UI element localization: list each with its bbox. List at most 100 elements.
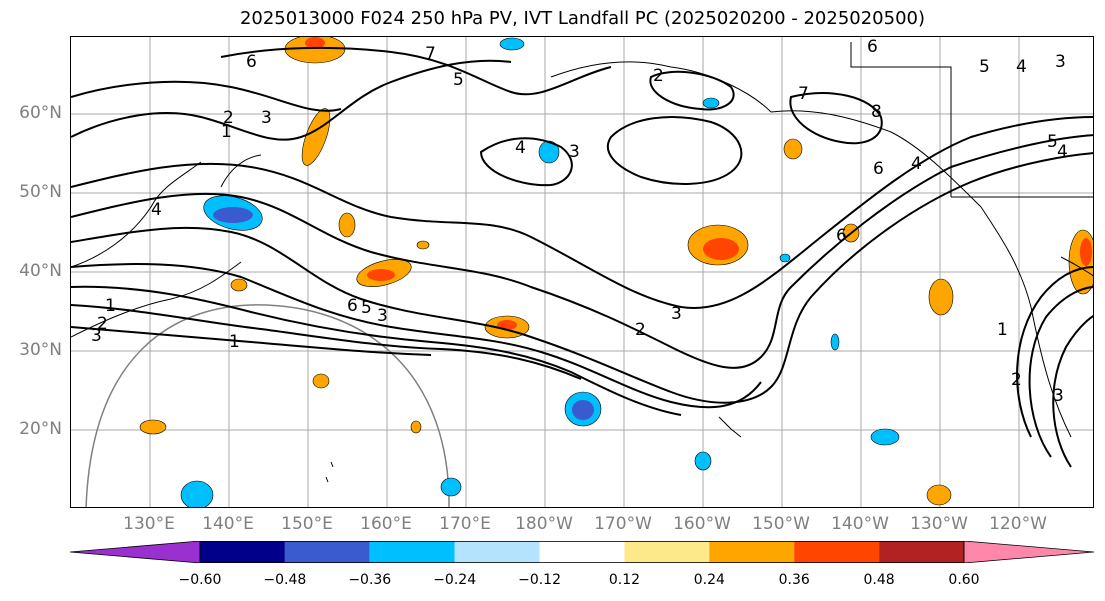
contour-label: 2 <box>97 314 108 334</box>
contour-label: 4 <box>151 200 162 220</box>
colorbar-segment <box>709 541 795 563</box>
contour-label: 6 <box>867 37 878 57</box>
contour-label: 3 <box>1053 386 1064 406</box>
contour-label: 6 <box>347 296 358 316</box>
pv-blob <box>1080 238 1092 266</box>
lon-label: 170°W <box>594 514 652 534</box>
contour-label: 4 <box>1016 57 1027 77</box>
pv-blob <box>926 484 952 506</box>
map-canvas: 6 7 5 2 3 1 4 3 2 7 6 8 5 4 3 6 6 4 5 4 … <box>71 37 1093 507</box>
lon-label: 180°W <box>515 514 573 534</box>
colorbar-segment <box>284 541 370 563</box>
contour-label: 3 <box>91 326 102 346</box>
pv-blob <box>694 451 712 471</box>
colorbar-segment <box>369 541 455 563</box>
pv-contours <box>71 46 1093 468</box>
contour-label: 5 <box>453 70 464 90</box>
pv-blob <box>499 37 525 51</box>
lon-label: 160°W <box>673 514 731 534</box>
colorbar-tick-label: −0.48 <box>263 572 307 588</box>
pv-blob <box>312 373 330 389</box>
colorbar-tick-label: −0.36 <box>348 572 392 588</box>
pv-blob <box>1068 229 1093 295</box>
lat-label: 30°N <box>19 340 62 360</box>
contour-label: 1 <box>997 320 1008 340</box>
colorbar-tick-label: 0.48 <box>863 572 895 588</box>
pv-blob <box>928 278 954 316</box>
pv-blob <box>830 333 840 351</box>
contour-label: 7 <box>798 84 809 104</box>
pv-anomaly-shading <box>139 37 1093 507</box>
contour-label-group: 6 7 5 2 3 1 4 3 2 7 6 8 5 4 3 6 6 4 5 4 … <box>91 37 1068 406</box>
colorbar-segment <box>794 541 880 563</box>
contour-label: 7 <box>425 44 436 64</box>
pv-blob <box>703 238 739 260</box>
pv-blob <box>870 428 900 446</box>
colorbar-segment <box>879 541 964 563</box>
pv-blob <box>180 480 214 507</box>
lon-label: 140°W <box>831 514 889 534</box>
lat-label: 40°N <box>19 261 62 281</box>
contour-label: 2 <box>653 66 664 86</box>
pv-blob <box>497 320 517 330</box>
contour-label: 3 <box>1055 52 1066 72</box>
pv-blob <box>416 240 430 250</box>
contour-label: 6 <box>246 52 257 72</box>
colorbar-extend-min <box>70 541 201 563</box>
colorbar-tick-label: 0.36 <box>778 572 810 588</box>
colorbar-tick-label: 0.24 <box>693 572 725 588</box>
contour-label: 2 <box>1011 370 1022 390</box>
colorbar-outline <box>199 541 965 563</box>
colorbar-segment <box>624 541 710 563</box>
lon-label: 160°E <box>360 514 412 534</box>
colorbar-tick-label: −0.12 <box>518 572 561 588</box>
contour-label: 1 <box>221 122 232 142</box>
lon-label: 140°E <box>202 514 254 534</box>
colorbar-tick-label: −0.60 <box>178 572 222 588</box>
colorbar-segment <box>454 541 540 563</box>
pv-blob <box>702 97 720 109</box>
pv-blob <box>410 420 422 434</box>
pv-blob <box>213 207 253 223</box>
pv-blob <box>779 253 791 263</box>
contour-label: 3 <box>569 142 580 162</box>
contour-label: 3 <box>377 306 388 326</box>
colorbar-segment <box>200 541 285 563</box>
contour-label: 4 <box>1057 142 1068 162</box>
pv-blob <box>538 140 560 164</box>
pv-blob <box>338 212 356 238</box>
lon-label: 150°W <box>752 514 810 534</box>
pv-blob <box>301 108 331 166</box>
pv-blob <box>783 138 803 160</box>
pv-blob <box>367 269 395 281</box>
lon-label: 120°W <box>989 514 1047 534</box>
lat-label: 20°N <box>19 419 62 439</box>
contour-label: 8 <box>871 102 882 122</box>
contour-label: 5 <box>979 57 990 77</box>
lat-label: 60°N <box>19 103 62 123</box>
contour-label: 2 <box>223 108 234 128</box>
contour-label: 6 <box>873 159 884 179</box>
colorbar <box>70 541 1094 563</box>
contour-label: 5 <box>361 298 372 318</box>
lon-label: 130°W <box>910 514 968 534</box>
pv-blob <box>305 37 325 49</box>
contour-label: 6 <box>836 226 847 246</box>
contour-label: 3 <box>671 304 682 324</box>
lon-label: 170°E <box>439 514 491 534</box>
range-ring <box>85 304 450 507</box>
lon-label: 130°E <box>123 514 175 534</box>
colorbar-segment <box>539 541 625 563</box>
map-panel[interactable]: 6 7 5 2 3 1 4 3 2 7 6 8 5 4 3 6 6 4 5 4 … <box>70 36 1094 508</box>
pv-blob <box>440 477 462 497</box>
colorbar-tick-label: 0.60 <box>948 572 980 588</box>
contour-label: 1 <box>229 332 240 352</box>
contour-label: 5 <box>1047 132 1058 152</box>
pv-blob <box>230 278 248 292</box>
contour-label: 4 <box>515 138 526 158</box>
pv-blob <box>572 400 594 420</box>
graticule <box>71 37 1093 507</box>
contour-label: 1 <box>105 296 116 316</box>
map-title: 2025013000 F024 250 hPa PV, IVT Landfall… <box>239 8 926 29</box>
contour-label: 2 <box>635 320 646 340</box>
